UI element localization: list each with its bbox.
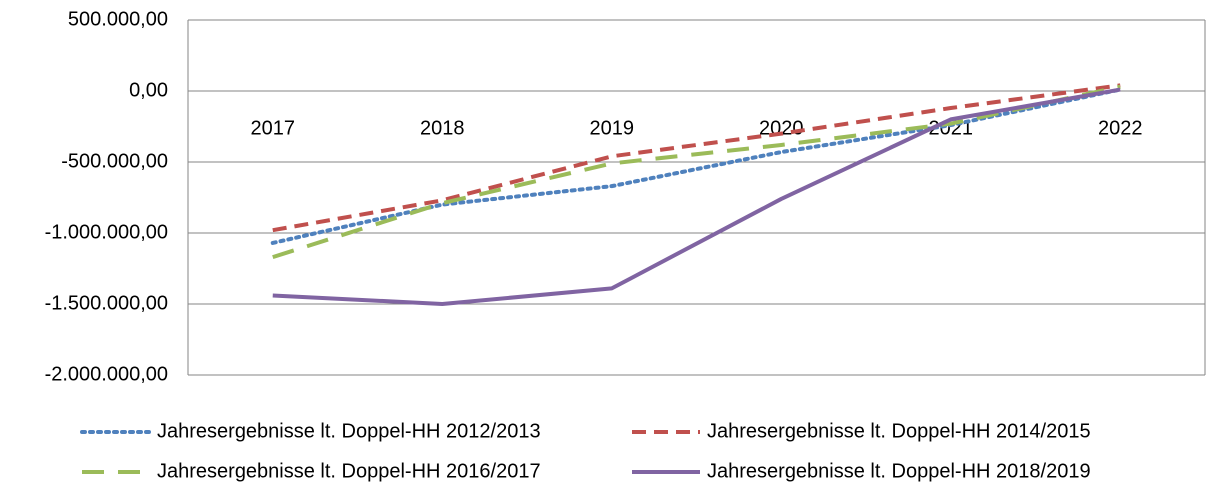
series-line: [272, 87, 1121, 306]
x-tick-label: 2019: [590, 117, 635, 139]
y-tick-label: -2.000.000,00: [45, 363, 168, 385]
series-line: [272, 83, 1121, 233]
legend-label: Jahresergebnisse lt. Doppel-HH 2012/2013: [157, 420, 541, 442]
y-tick-label: -1.000.000,00: [45, 221, 168, 243]
x-tick-label: 2022: [1098, 117, 1143, 139]
x-tick-label: 2020: [759, 117, 804, 139]
y-tick-label: -500.000,00: [61, 150, 168, 172]
y-tick-label: -1.500.000,00: [45, 292, 168, 314]
y-tick-label: 0,00: [129, 79, 168, 101]
legend-label: Jahresergebnisse lt. Doppel-HH 2018/2019: [707, 460, 1091, 482]
legend-label: Jahresergebnisse lt. Doppel-HH 2014/2015: [707, 420, 1091, 442]
x-tick-label: 2017: [251, 117, 296, 139]
x-tick-label: 2018: [420, 117, 465, 139]
series-line: [272, 84, 1121, 260]
y-tick-label: 500.000,00: [68, 8, 168, 30]
legend-label: Jahresergebnisse lt. Doppel-HH 2016/2017: [157, 460, 541, 482]
